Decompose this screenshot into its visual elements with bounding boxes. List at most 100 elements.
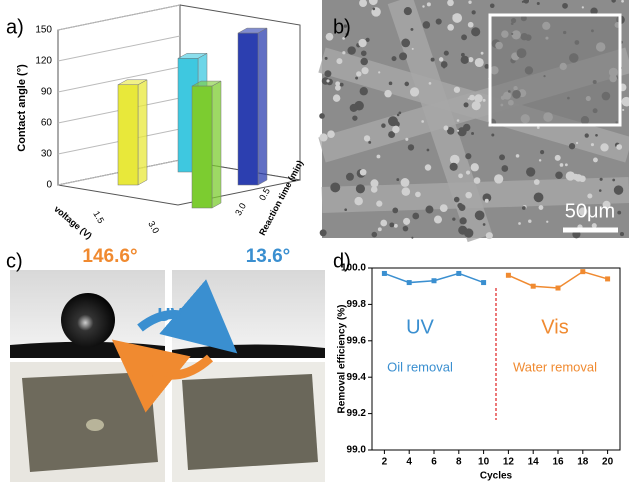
uv-arrow — [137, 279, 238, 354]
sem-particle — [326, 79, 330, 83]
marker — [406, 280, 412, 286]
y-tick-label: 99.4 — [347, 372, 367, 383]
sem-particle — [370, 186, 378, 193]
sem-particle — [581, 6, 584, 9]
sem-particle — [424, 164, 432, 171]
sem-particle — [426, 2, 431, 7]
sem-particle — [330, 182, 341, 193]
sem-particle — [319, 113, 325, 119]
y-tick-label: 99.6 — [347, 335, 367, 346]
marker — [456, 270, 462, 276]
sem-particle — [399, 52, 408, 61]
sem-particle — [457, 202, 463, 209]
sem-particle — [459, 217, 467, 225]
mesh-sample — [182, 374, 318, 470]
marker — [481, 280, 487, 286]
y-tick-label: 60 — [41, 118, 53, 129]
sem-particle — [409, 87, 420, 97]
sem-particle — [360, 57, 368, 66]
sem-particle — [536, 1, 540, 5]
sem-particle — [533, 179, 540, 185]
sem-particle — [339, 82, 344, 87]
sem-particle — [324, 70, 332, 78]
y-tick-label: 120 — [35, 56, 52, 67]
sem-particle — [384, 89, 392, 98]
sem-particle — [365, 37, 370, 42]
x-tick-label: 6 — [431, 457, 437, 468]
sem-particle — [363, 135, 371, 142]
sem-particle — [447, 126, 452, 131]
sem-particle — [617, 210, 622, 215]
sem-particle — [324, 56, 328, 60]
sem-particle — [410, 27, 414, 31]
y-axis-label: Removal efficiency (%) — [337, 305, 348, 414]
sem-particle — [456, 129, 460, 132]
sem-particle — [452, 14, 456, 18]
sem-particle — [593, 157, 598, 163]
x-axis-label: voltage (V) — [52, 204, 94, 241]
sem-particle — [355, 184, 365, 194]
series-label: Vis — [541, 316, 568, 338]
sem-particle — [378, 71, 381, 74]
sem-particle — [474, 57, 484, 68]
x-tick-label: 10 — [478, 457, 490, 468]
scale-bar-label: 50μm — [565, 200, 615, 222]
sem-particle — [458, 173, 463, 179]
sem-particle — [415, 191, 421, 198]
sem-particle — [562, 2, 568, 9]
grid-line — [57, 4, 181, 31]
sem-particle — [421, 120, 424, 123]
sem-particle — [319, 133, 328, 142]
sem-particle — [611, 0, 616, 3]
sem-particle — [533, 192, 544, 203]
sem-particle — [377, 227, 382, 232]
sem-particle — [595, 133, 598, 137]
sem-particle — [461, 34, 467, 41]
x-tick-label: 12 — [503, 457, 515, 468]
sem-particle — [392, 125, 400, 134]
sem-particle — [526, 167, 536, 177]
panel-label: d) — [333, 250, 351, 272]
y-tick-label: 90 — [41, 87, 53, 98]
sem-particle — [494, 174, 504, 184]
sem-particle — [453, 196, 460, 203]
sem-particle — [376, 200, 383, 207]
sem-particle — [554, 154, 561, 161]
sem-particle — [621, 0, 624, 3]
sem-particle — [452, 13, 463, 23]
sem-particle — [599, 177, 603, 181]
marker — [555, 285, 561, 291]
droplet — [61, 293, 115, 347]
sem-particle — [456, 119, 460, 122]
contact-angle-before: 146.6° — [82, 246, 137, 267]
sem-particle — [584, 133, 589, 138]
sem-particle — [622, 108, 625, 112]
sem-particle — [398, 111, 402, 115]
sem-particle — [401, 187, 411, 196]
sem-particle — [411, 47, 414, 50]
sem-particle — [344, 208, 348, 212]
sem-particle — [523, 0, 530, 4]
sem-particle — [388, 81, 393, 86]
sem-particle — [404, 81, 410, 87]
sem-particle — [361, 67, 369, 75]
sem-particle — [449, 162, 458, 171]
sem-particle — [354, 196, 363, 206]
sem-particle — [358, 38, 367, 48]
bar-side — [211, 80, 222, 209]
sem-particle — [528, 219, 532, 223]
vis-label: Vis — [147, 363, 174, 383]
panel-label: a) — [6, 16, 24, 38]
bar — [191, 85, 213, 209]
sem-particle — [480, 51, 484, 55]
bar — [117, 84, 139, 186]
sem-particle — [587, 193, 593, 199]
x-tick-label: 20 — [602, 457, 614, 468]
sem-particle — [371, 231, 378, 238]
sem-particle — [403, 7, 412, 16]
y-tick-label: 99.8 — [347, 299, 367, 310]
photos — [10, 270, 325, 482]
sem-particle — [463, 102, 469, 108]
